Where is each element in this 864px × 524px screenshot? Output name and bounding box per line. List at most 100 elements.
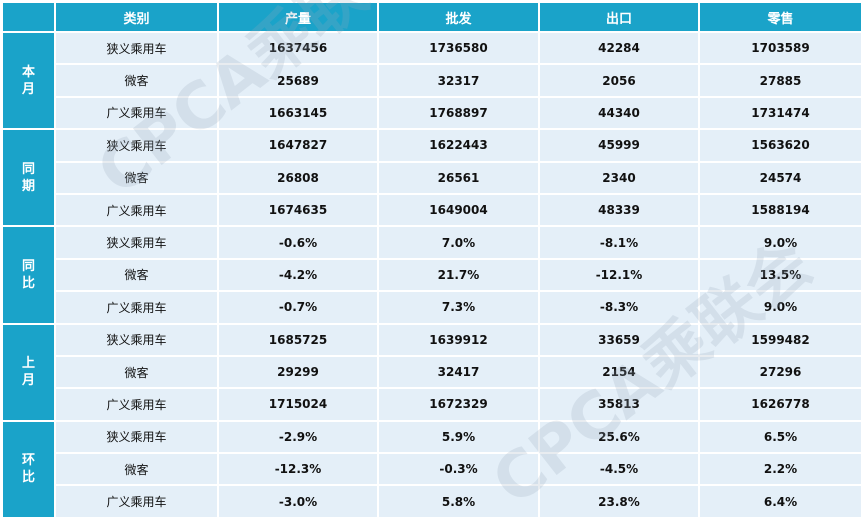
value-cell: 1647827 [219,130,379,163]
value-cell: 1731474 [700,97,861,131]
group-label-text: 环比 [21,453,35,486]
value-cell: 45999 [540,130,700,163]
value-cell: 7.0% [379,227,540,260]
category-cell: 狭义乘用车 [56,421,219,455]
value-cell: 1599482 [700,324,861,357]
value-cell: 9.0% [700,227,861,260]
value-cell: 27885 [700,65,861,98]
value-cell: 1685725 [219,324,379,357]
value-cell: 1768897 [379,97,540,131]
value-cell: -8.1% [540,227,700,260]
value-cell: 1639912 [379,324,540,357]
category-cell: 微客 [56,162,219,195]
group-label-text: 同期 [21,161,35,194]
category-cell: 微客 [56,454,219,487]
table-row: 上月 狭义乘用车 1685725 1639912 33659 1599482 [3,324,861,422]
group-label-text: 本月 [21,64,35,97]
category-cell: 狭义乘用车 [56,324,219,357]
header-row: 类别 产量 批发 出口 零售 [3,3,861,33]
value-cell: 25.6% [540,421,700,455]
value-cell: -12.3% [219,454,379,487]
value-cell: 2340 [540,162,700,195]
value-cell: -0.7% [219,292,379,325]
value-cell: 2.2% [700,454,861,487]
value-cell: 13.5% [700,259,861,293]
table-row: 本月 狭义乘用车 1637456 1736580 42284 1703589 [3,33,861,131]
group-label: 同比 [3,227,56,325]
category-cell: 微客 [56,259,219,293]
value-cell: 1563620 [700,130,861,163]
value-cell: 21.7% [379,259,540,293]
table-row: 广义乘用车 1674635 1649004 48339 1588194 [3,194,861,228]
table-row: 广义乘用车 1715024 1672329 35813 1626778 [3,389,861,422]
table-row: 微客 26808 26561 2340 24574 [3,162,861,195]
value-cell: 1637456 [219,33,379,66]
table-header: 类别 产量 批发 出口 零售 [3,3,861,33]
table-row: 环比 狭义乘用车 -2.9% 5.9% 25.6% 6.5% [3,421,861,519]
group-label: 上月 [3,324,56,422]
header-production: 产量 [219,3,379,33]
header-retail: 零售 [700,3,861,33]
data-table: 类别 产量 批发 出口 零售 本月 狭义乘用车 1637456 1736580 4228… [3,3,861,519]
header-export: 出口 [540,3,700,33]
category-cell: 狭义乘用车 [56,33,219,66]
table-row: 微客 25689 32317 2056 27885 [3,65,861,98]
value-cell: 1626778 [700,389,861,422]
table-row: 同期 狭义乘用车 1647827 1622443 45999 1563620 [3,130,861,228]
value-cell: -4.2% [219,259,379,293]
category-cell: 广义乘用车 [56,194,219,228]
group-label: 环比 [3,421,56,519]
value-cell: 9.0% [700,292,861,325]
category-cell: 广义乘用车 [56,486,219,519]
value-cell: -4.5% [540,454,700,487]
value-cell: 23.8% [540,486,700,519]
value-cell: 33659 [540,324,700,357]
value-cell: 1703589 [700,33,861,66]
value-cell: -12.1% [540,259,700,293]
value-cell: -8.3% [540,292,700,325]
category-cell: 狭义乘用车 [56,227,219,260]
table-row: 广义乘用车 -3.0% 5.8% 23.8% 6.4% [3,486,861,519]
category-cell: 狭义乘用车 [56,130,219,163]
value-cell: -3.0% [219,486,379,519]
table-row: 同比 狭义乘用车 -0.6% 7.0% -8.1% 9.0% [3,227,861,325]
value-cell: 1649004 [379,194,540,228]
group-label: 本月 [3,33,56,131]
value-cell: 1663145 [219,97,379,131]
category-cell: 微客 [56,65,219,98]
value-cell: 1588194 [700,194,861,228]
value-cell: 1736580 [379,33,540,66]
value-cell: 1715024 [219,389,379,422]
value-cell: -0.3% [379,454,540,487]
category-cell: 广义乘用车 [56,97,219,131]
value-cell: 42284 [540,33,700,66]
group-label-text: 同比 [21,258,35,291]
category-cell: 微客 [56,356,219,390]
value-cell: 48339 [540,194,700,228]
category-cell: 广义乘用车 [56,389,219,422]
value-cell: 24574 [700,162,861,195]
table-row: 广义乘用车 1663145 1768897 44340 1731474 [3,97,861,131]
table-row: 广义乘用车 -0.7% 7.3% -8.3% 9.0% [3,292,861,325]
table-row: 微客 -12.3% -0.3% -4.5% 2.2% [3,454,861,487]
value-cell: 35813 [540,389,700,422]
value-cell: 5.9% [379,421,540,455]
header-corner [3,3,56,33]
value-cell: 1622443 [379,130,540,163]
value-cell: -2.9% [219,421,379,455]
table-body: 本月 狭义乘用车 1637456 1736580 42284 1703589 微客 25689… [3,33,861,519]
value-cell: 2056 [540,65,700,98]
table-row: 微客 -4.2% 21.7% -12.1% 13.5% [3,259,861,293]
value-cell: 32317 [379,65,540,98]
value-cell: 5.8% [379,486,540,519]
header-wholesale: 批发 [379,3,540,33]
value-cell: 29299 [219,356,379,390]
table-row: 微客 29299 32417 2154 27296 [3,356,861,390]
header-category: 类别 [56,3,219,33]
value-cell: -0.6% [219,227,379,260]
value-cell: 44340 [540,97,700,131]
group-label-text: 上月 [21,356,35,389]
value-cell: 26561 [379,162,540,195]
group-label: 同期 [3,130,56,228]
